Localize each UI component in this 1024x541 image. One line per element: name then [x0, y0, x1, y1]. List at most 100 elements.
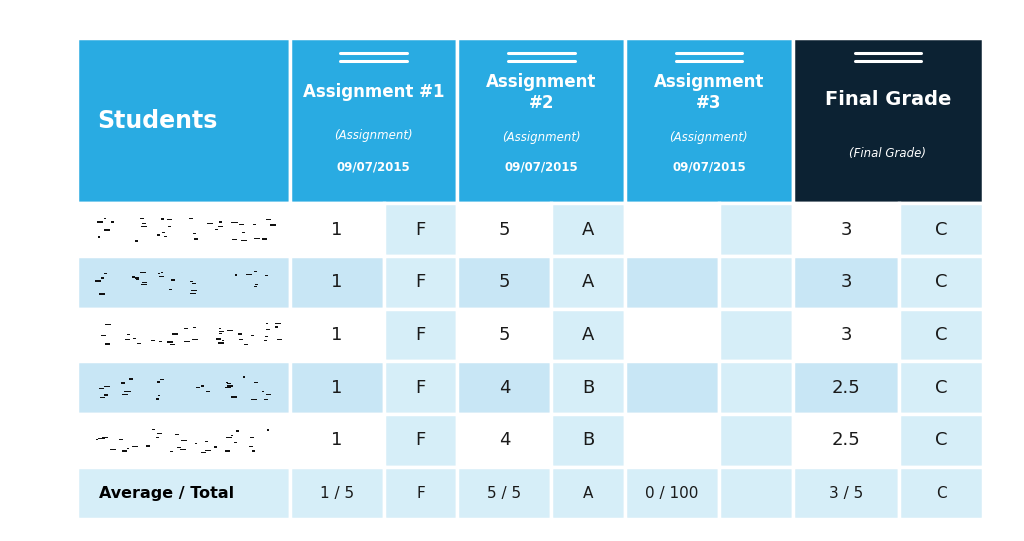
Bar — [230, 396, 237, 398]
Bar — [254, 237, 260, 239]
Bar — [274, 326, 279, 328]
Bar — [129, 378, 133, 380]
Bar — [158, 395, 160, 397]
Bar — [122, 450, 127, 452]
Text: 3: 3 — [841, 221, 852, 239]
Bar — [77, 203, 290, 256]
Text: 1: 1 — [331, 326, 342, 344]
Text: 5: 5 — [499, 273, 510, 292]
Bar — [141, 284, 147, 286]
Text: F: F — [416, 326, 426, 344]
Text: (Assignment): (Assignment) — [502, 131, 581, 144]
Bar — [458, 203, 551, 256]
Bar — [157, 437, 159, 438]
Bar — [108, 229, 113, 230]
Bar — [170, 451, 173, 452]
Bar — [239, 339, 243, 340]
Bar — [290, 203, 384, 256]
Bar — [266, 430, 269, 431]
Text: Assignment #1: Assignment #1 — [303, 83, 444, 102]
Bar — [124, 391, 130, 392]
Bar — [111, 221, 114, 223]
Bar — [625, 203, 719, 256]
Bar — [224, 387, 230, 388]
Bar — [96, 439, 98, 440]
Bar — [793, 256, 899, 309]
Bar — [899, 256, 983, 309]
Bar — [161, 272, 164, 273]
Bar — [158, 234, 161, 236]
Text: 3: 3 — [841, 273, 852, 292]
Bar — [384, 361, 458, 414]
Text: C: C — [936, 485, 946, 500]
Text: 09/07/2015: 09/07/2015 — [672, 161, 745, 174]
Bar — [252, 450, 255, 452]
Text: 5: 5 — [499, 326, 510, 344]
Bar — [227, 385, 232, 387]
Bar — [218, 226, 223, 227]
Text: A: A — [582, 273, 594, 292]
Bar — [140, 217, 144, 219]
Bar — [266, 219, 271, 220]
Bar — [123, 394, 128, 395]
Bar — [290, 309, 384, 361]
Bar — [216, 338, 221, 340]
Bar — [139, 272, 145, 273]
Bar — [254, 382, 258, 383]
Bar — [214, 446, 216, 448]
Text: C: C — [935, 379, 947, 397]
Bar — [167, 341, 173, 343]
Bar — [132, 446, 138, 447]
Bar — [77, 38, 290, 203]
Bar — [899, 361, 983, 414]
Bar — [719, 309, 793, 361]
Bar — [206, 391, 210, 392]
Bar — [551, 361, 625, 414]
Bar — [141, 226, 147, 227]
Bar — [625, 38, 793, 203]
Bar — [384, 414, 458, 467]
Bar — [625, 467, 719, 519]
Bar — [384, 309, 458, 361]
Bar — [458, 467, 551, 519]
Bar — [793, 467, 899, 519]
Bar — [136, 278, 138, 280]
Bar — [162, 232, 165, 233]
Bar — [266, 323, 268, 324]
Bar — [254, 286, 257, 287]
Bar — [120, 439, 123, 440]
Text: (Assignment): (Assignment) — [334, 129, 413, 142]
Bar — [551, 256, 625, 309]
Bar — [181, 440, 187, 441]
Bar — [793, 414, 899, 467]
Bar — [218, 333, 222, 334]
Text: 0 / 100: 0 / 100 — [645, 485, 698, 500]
Bar — [551, 309, 625, 361]
Text: 5 / 5: 5 / 5 — [487, 485, 521, 500]
Bar — [191, 290, 197, 291]
Bar — [290, 414, 384, 467]
Bar — [899, 414, 983, 467]
Bar — [153, 442, 157, 443]
Text: 1: 1 — [331, 431, 342, 450]
Bar — [158, 433, 162, 434]
Text: 09/07/2015: 09/07/2015 — [505, 161, 579, 174]
Bar — [152, 340, 155, 341]
Bar — [290, 361, 384, 414]
Text: F: F — [416, 485, 425, 500]
Bar — [265, 394, 271, 395]
Bar — [207, 223, 213, 224]
Bar — [105, 324, 112, 325]
Bar — [384, 256, 458, 309]
Bar — [180, 449, 186, 450]
Bar — [458, 414, 551, 467]
Bar — [458, 38, 625, 203]
Text: C: C — [935, 273, 947, 292]
Bar — [719, 203, 793, 256]
Bar — [77, 361, 290, 414]
Bar — [101, 277, 104, 279]
Bar — [219, 328, 221, 329]
Bar — [274, 323, 281, 324]
Text: F: F — [416, 431, 426, 450]
Text: 2.5: 2.5 — [831, 431, 860, 450]
